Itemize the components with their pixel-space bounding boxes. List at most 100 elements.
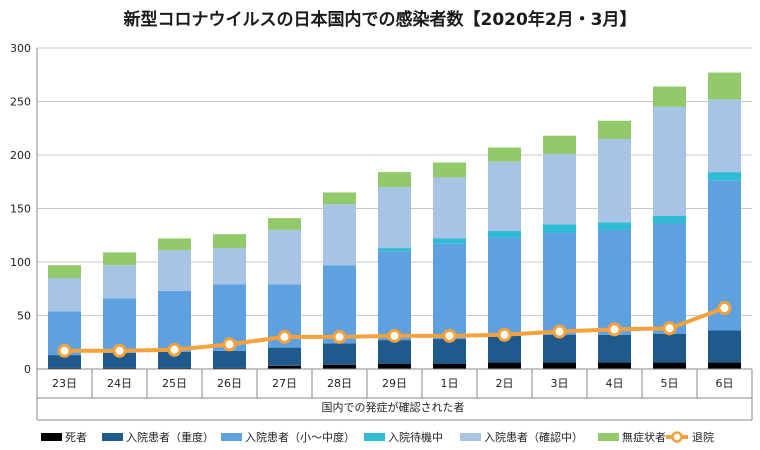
x-tick-label-8: 2日 — [496, 377, 514, 390]
line-point-6 — [387, 328, 402, 343]
bar-4-11 — [653, 106, 686, 216]
chart-title: 新型コロナウイルスの日本国内での感染者数【2020年2月・3月】 — [124, 9, 637, 30]
legend-label-5: 無症状者 — [622, 430, 666, 444]
x-tick-label-7: 1日 — [441, 377, 459, 390]
x-tick-label-2: 25日 — [162, 377, 187, 390]
bar-1-9 — [543, 334, 576, 363]
bar-5-3 — [213, 234, 246, 249]
bar-0-12 — [708, 362, 741, 369]
y-tick-label-3: 150 — [10, 203, 31, 216]
line-point-11 — [662, 321, 677, 336]
legend-label-0: 死者 — [65, 431, 87, 444]
bar-5-4 — [268, 218, 301, 230]
y-tick-label-4: 200 — [10, 149, 31, 162]
legend-label-4: 入院患者（確認中） — [484, 430, 583, 444]
bar-1-12 — [708, 330, 741, 363]
bar-0-4 — [268, 365, 301, 369]
y-tick-label-0: 0 — [24, 363, 31, 376]
line-point-7 — [442, 328, 457, 343]
bar-4-9 — [543, 153, 576, 225]
bar-2-10 — [598, 229, 631, 335]
bar-2-2 — [158, 290, 191, 352]
bar-2-6 — [378, 251, 411, 341]
bar-0-3 — [213, 367, 246, 369]
line-point-4 — [277, 329, 292, 344]
bar-5-12 — [708, 72, 741, 100]
y-tick-label-2: 100 — [10, 256, 31, 269]
bar-4-4 — [268, 229, 301, 285]
line-point-0 — [57, 343, 72, 358]
bar-1-6 — [378, 340, 411, 364]
bar-2-7 — [433, 243, 466, 340]
bar-3-7 — [433, 238, 466, 244]
legend-label-3: 入院待機中 — [388, 430, 443, 444]
bar-3-8 — [488, 230, 521, 238]
bar-1-10 — [598, 334, 631, 363]
bar-0-0 — [48, 367, 81, 369]
legend-swatch-0 — [41, 433, 62, 441]
bars-layer — [48, 72, 741, 369]
bar-1-2 — [158, 351, 191, 368]
bar-5-8 — [488, 147, 521, 162]
bar-5-1 — [103, 252, 136, 266]
bar-4-7 — [433, 177, 466, 239]
bar-4-0 — [48, 278, 81, 312]
y-tick-label-5: 250 — [10, 96, 31, 109]
bar-0-8 — [488, 362, 521, 369]
bar-0-1 — [103, 367, 136, 369]
bar-2-8 — [488, 237, 521, 336]
legend-swatch-5 — [598, 433, 619, 441]
bar-0-11 — [653, 362, 686, 369]
y-tick-label-1: 50 — [17, 310, 31, 323]
bar-3-12 — [708, 172, 741, 181]
bar-0-6 — [378, 363, 411, 369]
bar-3-11 — [653, 215, 686, 224]
legend-swatch-line-marker — [671, 431, 683, 443]
bar-4-10 — [598, 138, 631, 223]
legend-swatch-1 — [102, 433, 123, 441]
x-tick-label-12: 6日 — [716, 377, 734, 390]
x-tick-label-5: 28日 — [327, 377, 352, 390]
bar-0-2 — [158, 367, 191, 369]
bar-3-10 — [598, 222, 631, 230]
bar-5-5 — [323, 192, 356, 205]
bar-1-4 — [268, 347, 301, 366]
line-point-12 — [717, 301, 732, 316]
bar-1-7 — [433, 339, 466, 364]
legend: 死者 入院患者（重度） 入院患者（小～中度） 入院待機中 入院患者（確認中） 無症状者 退院 — [41, 430, 714, 444]
line-point-8 — [497, 327, 512, 342]
x-axis: 23日 24日 25日 26日 27日 28日 29日 1日 2日 3日 4日 5日 6日 — [37, 368, 753, 421]
line-point-1 — [112, 343, 127, 358]
y-tick-label-6: 300 — [10, 42, 31, 55]
bar-4-5 — [323, 204, 356, 266]
bar-5-9 — [543, 135, 576, 154]
bar-1-11 — [653, 333, 686, 363]
bar-1-1 — [103, 352, 136, 368]
legend-label-1: 入院患者（重度） — [126, 430, 214, 444]
bar-5-10 — [598, 120, 631, 139]
x-tick-label-3: 26日 — [217, 377, 242, 390]
bar-4-1 — [103, 265, 136, 299]
y-axis: 0 50 100 150 200 250 300 — [10, 42, 38, 420]
x-tick-label-1: 24日 — [107, 377, 132, 390]
bar-1-3 — [213, 350, 246, 368]
bar-2-11 — [653, 223, 686, 334]
line-point-10 — [607, 322, 622, 337]
bar-5-11 — [653, 86, 686, 107]
x-tick-label-10: 4日 — [606, 377, 624, 390]
line-point-3 — [222, 337, 237, 352]
line-point-9 — [552, 324, 567, 339]
bar-1-5 — [323, 343, 356, 365]
bar-2-9 — [543, 233, 576, 335]
line-point-2 — [167, 342, 182, 357]
bar-4-3 — [213, 248, 246, 285]
x-tick-label-11: 5日 — [661, 377, 679, 390]
legend-swatch-4 — [460, 433, 481, 441]
line-layer — [57, 301, 732, 358]
bar-4-12 — [708, 99, 741, 173]
bar-4-6 — [378, 187, 411, 249]
bar-5-0 — [48, 265, 81, 279]
legend-label-2: 入院患者（小～中度） — [245, 430, 355, 444]
